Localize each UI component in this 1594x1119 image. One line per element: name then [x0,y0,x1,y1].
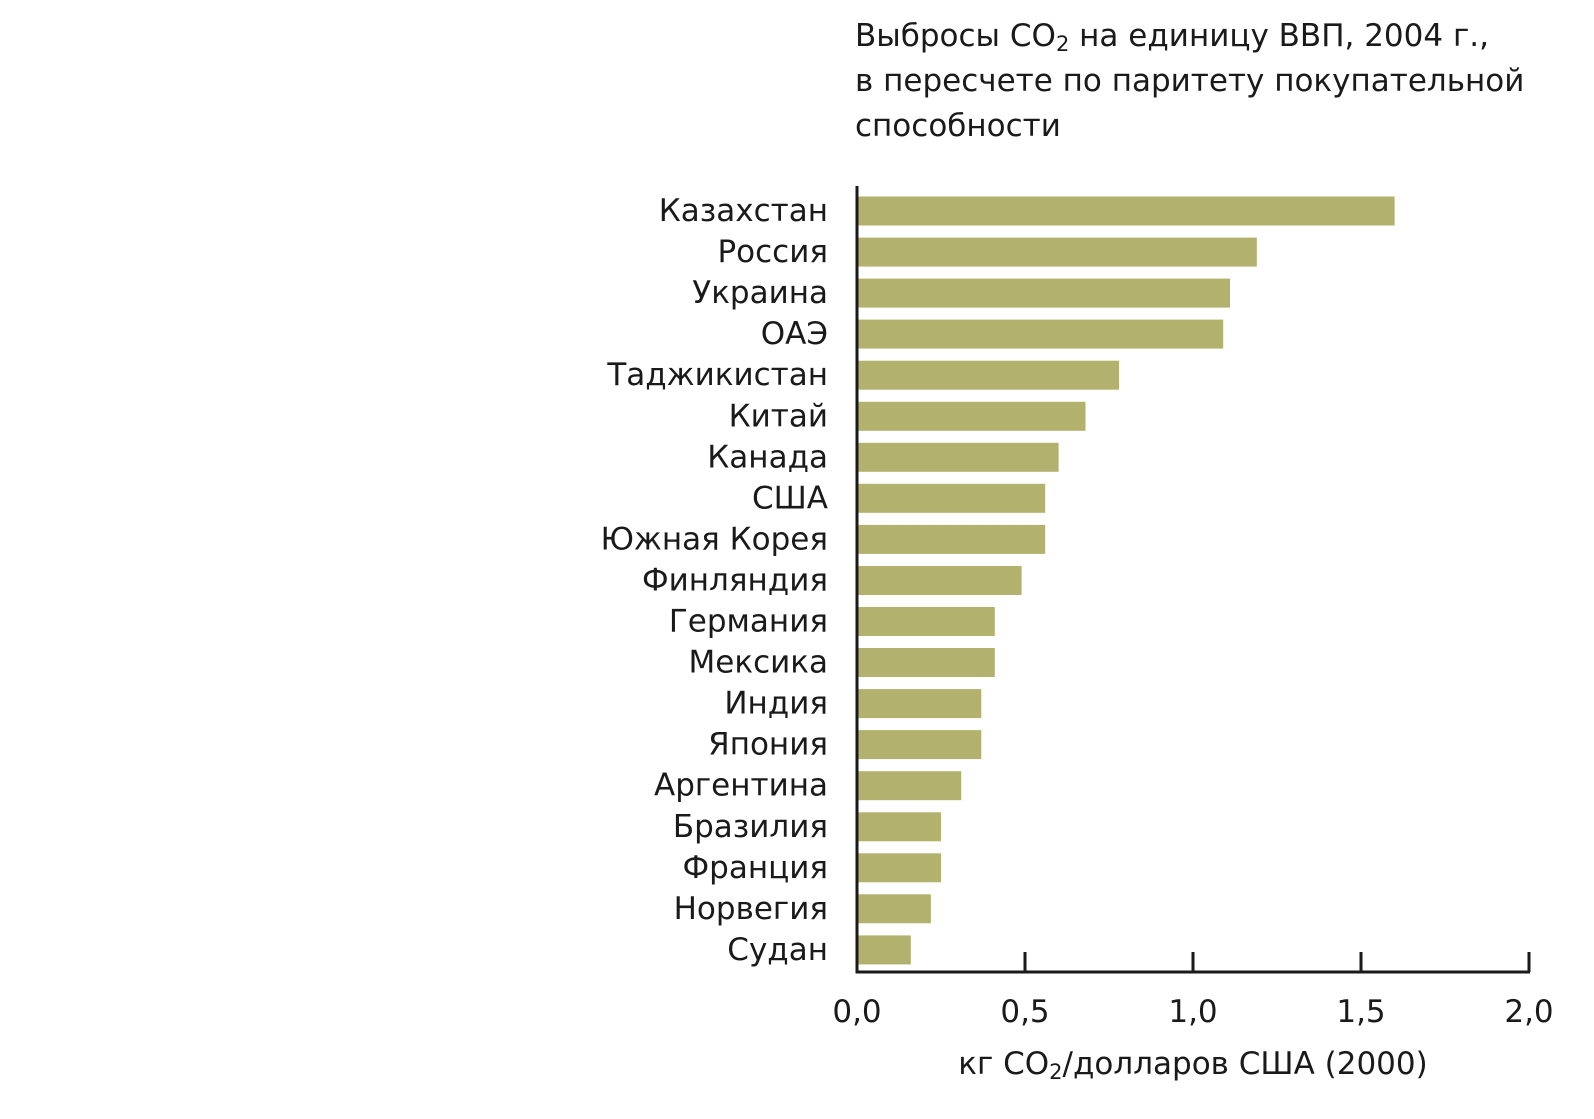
category-label: ОАЭ [761,316,828,352]
bar-8 [858,483,1046,513]
bar-12 [858,648,995,677]
chart-title-line-2: в пересчете по паритету покупательной [855,63,1525,99]
category-label: Норвегия [674,891,828,927]
bar-6 [858,401,1086,431]
category-label: Япония [708,727,828,763]
bar-3 [858,278,1230,308]
category-label: Индия [724,686,828,722]
chart-title-line-1-end: на единицу ВВП, 2004 г., [1069,18,1489,54]
chart-title-subscript: 2 [1055,32,1070,56]
x-tick-label: 0,5 [1000,994,1049,1030]
category-label: Аргентина [654,768,828,804]
category-label: США [752,480,828,516]
category-label: Финляндия [642,563,828,599]
category-label: Мексика [689,645,828,681]
bar-13 [858,689,982,719]
bars-group [858,196,1395,965]
category-label: Бразилия [673,809,828,845]
x-tick-label: 0,0 [832,994,881,1030]
bar-17 [858,853,941,883]
category-label: Китай [729,398,828,434]
x-tick-label: 1,5 [1336,994,1385,1030]
bar-7 [858,442,1059,472]
bar-9 [858,524,1046,554]
chart-title-line-3: способности [855,108,1061,144]
bar-16 [858,812,941,842]
x-tick-label: 1,0 [1168,994,1217,1030]
axes-group [855,186,1531,974]
x-tick-label: 2,0 [1504,994,1553,1030]
bar-4 [858,319,1224,349]
tick-labels-group: 0,0 0,5 1,0 1,5 2,0 [832,994,1553,1030]
chart-title: Выбросы СО2 на единицу ВВП, 2004 г., в п… [855,14,1575,149]
bar-5 [858,360,1120,390]
category-label: Франция [682,850,828,886]
category-label: Судан [727,932,828,968]
category-label: Канада [707,439,828,475]
bar-15 [858,771,962,801]
bar-10 [858,566,1022,595]
bar-18 [858,894,931,924]
category-labels-group: Казахстан Россия Украина ОАЭ Таджикистан Кита… [600,193,828,968]
bar-11 [858,607,995,636]
x-axis-label-start: кг СО [958,1046,1050,1082]
chart-title-line-1: Выбросы СО2 на единицу ВВП, 2004 г., [855,14,1575,59]
bar-14 [858,730,982,760]
category-label: Таджикистан [606,357,828,393]
x-axis-label: кг СО2/долларов США (2000) [857,1046,1529,1084]
bar-2 [858,237,1257,267]
x-axis-label-end: /долларов США (2000) [1062,1046,1428,1082]
category-label: Россия [717,234,828,270]
x-axis-label-subscript: 2 [1049,1060,1063,1084]
category-label: Казахстан [659,193,828,229]
bar-19 [858,935,911,965]
category-label: Украина [692,275,828,311]
category-label: Южная Корея [600,521,828,557]
bar-1 [858,196,1395,226]
chart-title-line-1-start: Выбросы СО [855,18,1056,54]
category-label: Германия [669,604,828,640]
